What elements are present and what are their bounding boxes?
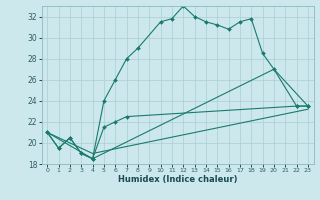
X-axis label: Humidex (Indice chaleur): Humidex (Indice chaleur) [118, 175, 237, 184]
